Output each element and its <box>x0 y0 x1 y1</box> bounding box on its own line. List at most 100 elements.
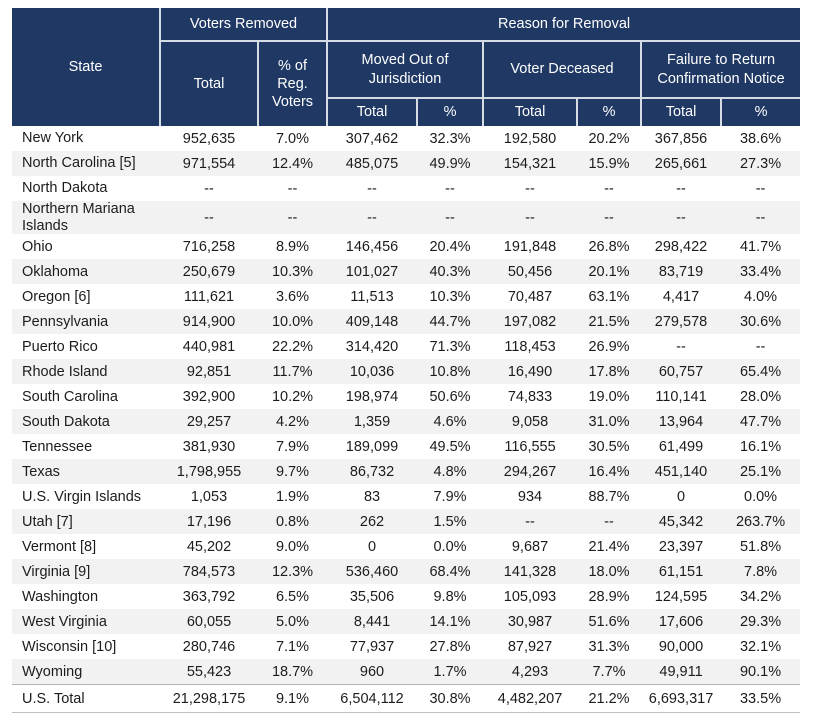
data-cell: 32.3% <box>429 130 471 147</box>
data-cell: 33.4% <box>739 263 782 280</box>
data-cell: 363,792 <box>182 588 236 605</box>
state-cell: Vermont [8] <box>22 538 97 555</box>
data-cell: 279,578 <box>654 313 708 330</box>
data-cell: 1,053 <box>190 488 228 505</box>
data-cell: 7.8% <box>744 563 778 580</box>
data-cell: 20.1% <box>588 263 630 280</box>
data-cell: 9.1% <box>258 684 328 714</box>
data-cell: 250,679 <box>182 263 236 280</box>
column-header-failure-total: Total <box>640 97 723 126</box>
data-cell: 12.3% <box>271 563 314 580</box>
data-cell: 22.2% <box>271 338 314 355</box>
data-cell: 1.7% <box>433 663 467 680</box>
data-cell: 60,757 <box>658 363 704 380</box>
header-row-3: Total % Total % Total % <box>12 97 801 126</box>
data-cell: 7.0% <box>275 130 310 147</box>
data-cell: 30.6% <box>739 313 782 330</box>
table-body: New York 952,635 7.0% 307,462 32.3% 192,580 20… <box>12 126 801 714</box>
data-cell: 6.5% <box>275 588 310 605</box>
data-cell: 55,423 <box>186 663 232 680</box>
data-cell: 7.9% <box>433 488 467 505</box>
data-cell: 10.3% <box>271 263 314 280</box>
data-cell: 298,422 <box>654 238 708 255</box>
data-cell: 307,462 <box>345 130 399 147</box>
data-cell: 29,257 <box>186 413 232 430</box>
data-cell: 74,833 <box>507 388 553 405</box>
data-cell: 101,027 <box>345 263 399 280</box>
column-header-moved-total: Total <box>326 97 419 126</box>
total-row: U.S. Total 21,298,175 9.1% 6,504,112 30.8% 4,… <box>12 684 801 714</box>
column-group-reason-for-removal: Reason for Removal <box>326 8 801 42</box>
table-row: Washington 363,792 6.5% 35,506 9.8% 105,093 28… <box>12 584 800 609</box>
data-cell: 27.8% <box>429 638 471 655</box>
data-cell: -- <box>287 180 298 197</box>
data-cell: 26.8% <box>588 238 630 255</box>
data-cell: 4.0% <box>744 288 778 305</box>
data-cell: 10.2% <box>271 388 314 405</box>
data-cell: 7.7% <box>592 663 626 680</box>
data-cell: 51.6% <box>588 613 630 630</box>
data-cell: 17,196 <box>186 513 232 530</box>
table-row: Rhode Island 92,851 11.7% 10,036 10.8% 16,490… <box>12 359 801 385</box>
data-cell: 70,487 <box>507 288 553 305</box>
voter-removal-table: State Voters Removed Reason for Removal … <box>12 8 801 714</box>
data-cell: 30.8% <box>417 684 484 714</box>
data-cell: 40.3% <box>429 263 471 280</box>
data-cell: 141,328 <box>503 563 557 580</box>
data-cell: 192,580 <box>503 130 557 147</box>
data-cell: 10.0% <box>271 313 314 330</box>
data-cell: 0 <box>676 488 686 505</box>
data-cell: 4.8% <box>433 463 467 480</box>
table-row: Tennessee 381,930 7.9% 189,099 49.5% 116,555 3… <box>12 434 800 459</box>
data-cell: 10.8% <box>429 363 471 380</box>
data-cell: -- <box>204 180 214 197</box>
data-cell: 20.4% <box>429 238 471 255</box>
data-cell: 0.8% <box>275 513 310 530</box>
column-header-pct-reg-voters: % of Reg. Voters <box>256 40 329 126</box>
data-cell: 44.7% <box>429 313 471 330</box>
data-cell: 51.8% <box>739 538 782 555</box>
data-cell: 146,456 <box>345 238 399 255</box>
state-cell: Tennessee <box>22 438 93 455</box>
data-cell: 21,298,175 <box>160 684 258 714</box>
data-cell: 31.3% <box>588 638 630 655</box>
data-cell: 189,099 <box>345 438 399 455</box>
data-cell: 45,342 <box>658 513 704 530</box>
data-cell: 61,499 <box>658 438 704 455</box>
data-cell: -- <box>676 209 686 226</box>
data-cell: 86,732 <box>349 463 395 480</box>
data-cell: 14.1% <box>429 613 471 630</box>
data-cell: 13,964 <box>658 413 704 430</box>
data-cell: 10.3% <box>429 288 471 305</box>
column-group-voter-deceased: Voter Deceased <box>482 40 643 99</box>
data-cell: 9.7% <box>275 463 310 480</box>
data-cell: 9.0% <box>275 538 310 555</box>
data-cell: 6,504,112 <box>327 684 418 714</box>
data-cell: 35,506 <box>349 588 395 605</box>
data-cell: 49,911 <box>659 663 703 680</box>
data-cell: 0 <box>367 538 377 555</box>
data-cell: 118,453 <box>504 338 556 355</box>
data-cell: 77,937 <box>349 638 395 655</box>
data-cell: -- <box>367 180 377 197</box>
table-row: Ohio 716,258 8.9% 146,456 20.4% 191,848 26.8% 2… <box>12 234 800 259</box>
column-group-voters-removed: Voters Removed <box>158 8 329 42</box>
data-cell: 63.1% <box>588 288 630 305</box>
table-row: Oregon [6] 111,621 3.6% 11,513 10.3% 70,487 63… <box>12 284 800 309</box>
data-cell: 12.4% <box>271 155 314 172</box>
table-row: Wisconsin [10] 280,746 7.1% 77,937 27.8% 87,9… <box>12 634 800 659</box>
data-cell: -- <box>204 209 214 226</box>
data-cell: 4,482,207 <box>483 684 578 714</box>
data-cell: 367,856 <box>654 130 708 147</box>
data-cell: 294,267 <box>503 463 557 480</box>
data-cell: 4.6% <box>433 413 467 430</box>
table-row: Texas 1,798,955 9.7% 86,732 4.8% 294,267 16.4%… <box>12 459 801 485</box>
column-header-state: State <box>12 8 161 126</box>
column-header-failure-pct: % <box>720 97 801 126</box>
column-header-removed-total: Total <box>159 40 259 126</box>
data-cell: 15.9% <box>588 155 630 172</box>
data-cell: 16,490 <box>507 363 553 380</box>
data-cell: 9,058 <box>511 413 549 430</box>
header-row-2: Total % of Reg. Voters Moved Out of Juri… <box>12 40 801 126</box>
data-cell: 6,693,317 <box>641 684 722 714</box>
